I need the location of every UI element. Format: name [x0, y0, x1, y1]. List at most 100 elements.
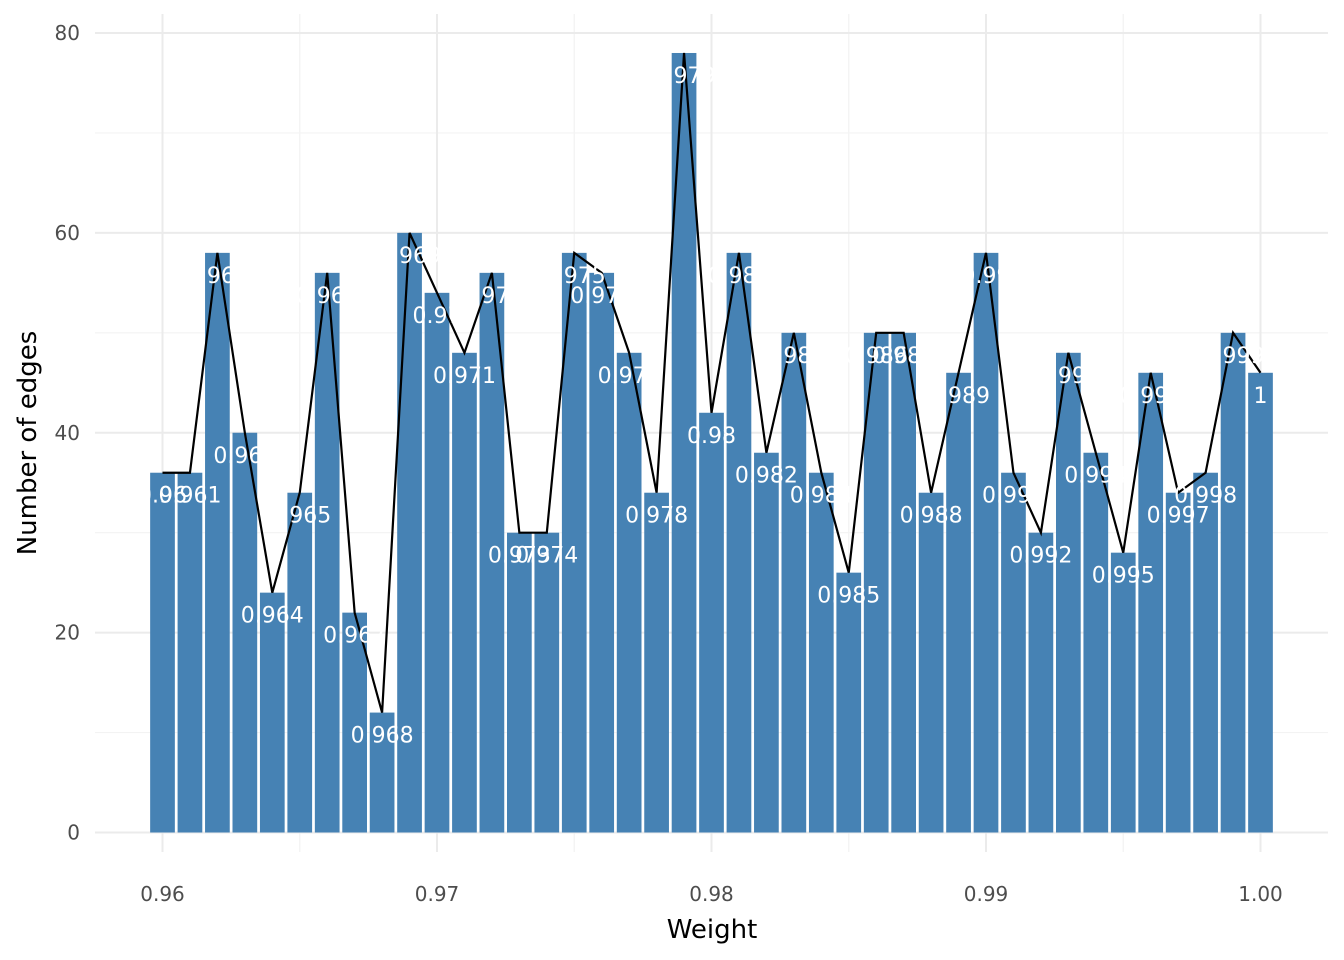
y-axis-title: Number of edges	[13, 331, 43, 556]
data-label: 0.984	[790, 484, 853, 509]
bar	[836, 572, 862, 833]
bar	[259, 592, 285, 833]
data-label: 0.991	[982, 484, 1045, 509]
data-label: 0.998	[1174, 484, 1237, 509]
bar	[369, 712, 395, 833]
data-label: 0.979	[653, 64, 716, 89]
bar	[1055, 352, 1081, 833]
data-label: 0.962	[186, 264, 249, 289]
data-label: 0.993	[1037, 364, 1100, 389]
bar	[754, 452, 779, 833]
bar	[863, 332, 889, 833]
bar	[946, 372, 971, 833]
bar	[205, 252, 230, 833]
data-label: 0.971	[433, 364, 496, 389]
bar	[479, 272, 505, 833]
data-label: 0.982	[735, 464, 798, 489]
bar	[644, 492, 669, 833]
data-label: 0.964	[241, 604, 304, 629]
bar	[589, 272, 615, 833]
bar	[506, 532, 532, 833]
data-label: 0.99	[962, 264, 1011, 289]
bars	[150, 52, 1273, 833]
bar	[534, 532, 560, 833]
data-label: 0.969	[378, 244, 441, 269]
data-label: 0.997	[1147, 504, 1210, 529]
data-label: 0.981	[707, 264, 770, 289]
data-label: 0.994	[1064, 464, 1127, 489]
data-label: 0.995	[1092, 564, 1155, 589]
data-label: 0.961	[158, 484, 221, 509]
bar	[1248, 372, 1273, 833]
bar	[1110, 552, 1136, 833]
data-label: 1	[1254, 384, 1268, 409]
bar	[781, 332, 807, 833]
data-label: 0.96	[138, 484, 187, 509]
data-label: 0.972	[460, 284, 523, 309]
data-label: 0.966	[296, 284, 359, 309]
bar	[1083, 452, 1109, 833]
data-label: 0.989	[927, 384, 990, 409]
bar	[561, 252, 587, 833]
bar	[918, 492, 944, 833]
bar	[699, 412, 724, 833]
data-label: 0.986	[845, 344, 908, 369]
bar	[1138, 372, 1164, 833]
y-tick-label: 20	[55, 621, 80, 645]
data-label: 0.999	[1202, 344, 1265, 369]
data-label: 0.976	[570, 284, 633, 309]
x-tick-label: 0.99	[964, 882, 1009, 906]
bar	[1028, 532, 1054, 833]
bar	[726, 252, 752, 833]
data-labels: 0.960.961 0.962 0.963 0.964 0.965 0.966 0.967 0…	[138, 64, 1267, 749]
x-axis-title: Weight	[667, 915, 758, 945]
bar	[342, 612, 368, 833]
data-label: 0.975	[543, 264, 606, 289]
trend-line	[162, 52, 1262, 713]
y-tick-label: 40	[55, 421, 80, 445]
data-label: 0.965	[268, 504, 331, 529]
x-tick-label: 1.00	[1238, 882, 1283, 906]
data-label: 0.977	[598, 364, 661, 389]
x-tick-label: 0.96	[140, 882, 185, 906]
bar	[177, 472, 203, 833]
data-label: 0.98	[687, 424, 736, 449]
data-label: 0.987	[872, 344, 935, 369]
bar	[397, 232, 422, 833]
bar	[452, 352, 477, 833]
y-tick-label: 60	[55, 221, 80, 245]
bar	[232, 432, 258, 833]
bar	[314, 272, 340, 833]
y-tick-label: 80	[55, 21, 80, 45]
data-label: 0.978	[625, 504, 688, 529]
bar	[1001, 472, 1026, 833]
line-series	[162, 52, 1262, 713]
bar	[808, 472, 834, 833]
data-label: 0.988	[900, 504, 963, 529]
x-tick-label: 0.97	[415, 882, 460, 906]
y-tick-label: 0	[67, 821, 80, 845]
y-axis-ticks: 0 20 40 60 80	[55, 21, 80, 845]
bar	[150, 472, 175, 833]
data-label: 0.963	[213, 444, 276, 469]
bar	[424, 292, 450, 833]
data-label: 0.967	[323, 624, 386, 649]
bar	[891, 332, 917, 833]
bar	[287, 492, 313, 833]
x-axis-ticks: 0.96 0.97 0.98 0.99 1.00	[140, 882, 1283, 906]
data-label: 0.985	[817, 584, 880, 609]
data-label: 0.996	[1119, 384, 1182, 409]
data-label: 0.992	[1009, 544, 1072, 569]
bar	[1165, 492, 1191, 833]
data-label: 0.97	[413, 304, 462, 329]
data-label: 0.974	[515, 544, 578, 569]
bar	[616, 352, 642, 833]
bar	[1193, 472, 1218, 833]
data-label: 0.973	[488, 544, 551, 569]
bar	[1220, 332, 1246, 833]
bar	[973, 252, 999, 833]
data-label: 0.968	[351, 724, 414, 749]
data-label: 0.983	[762, 344, 825, 369]
x-tick-label: 0.98	[689, 882, 734, 906]
